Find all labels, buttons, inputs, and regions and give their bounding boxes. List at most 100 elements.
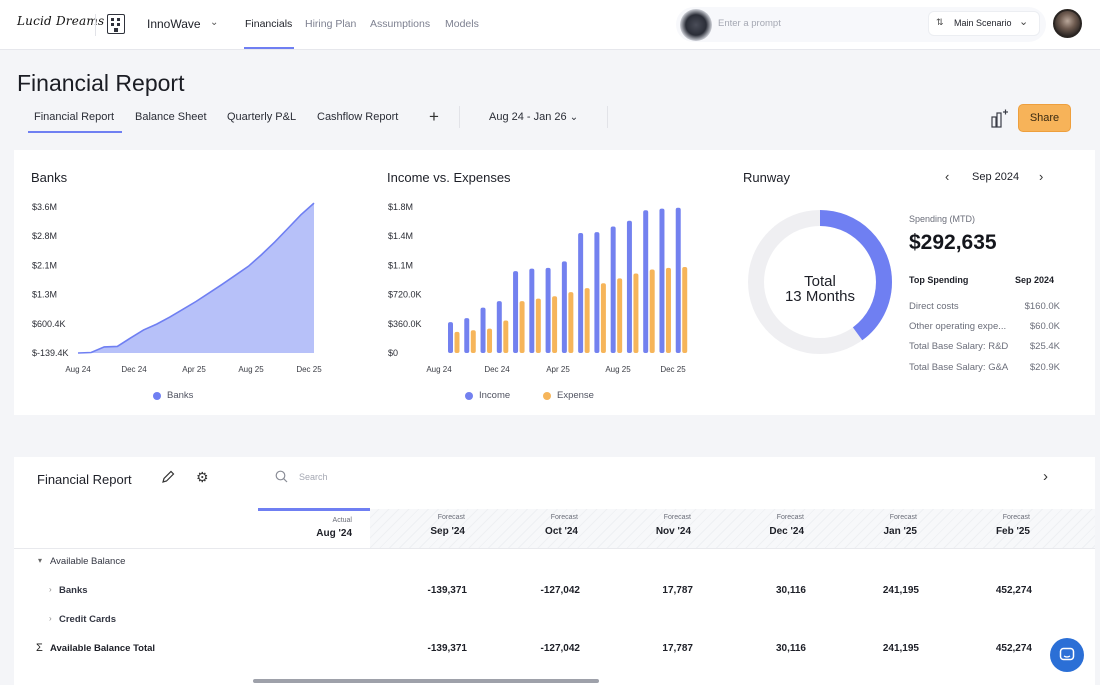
y-tick-label: $-139.4K	[32, 348, 69, 358]
top-bar: Lucid Dreams InnoWave ⌄ Financials Hirin…	[0, 0, 1100, 50]
spending-value: $292,635	[909, 231, 997, 254]
tab-quarterly-pl[interactable]: Quarterly P&L	[227, 111, 297, 123]
chevron-down-icon[interactable]: ⌄	[210, 17, 219, 28]
income-bar	[513, 271, 519, 353]
banks-line	[77, 202, 315, 354]
col-month[interactable]: Nov '24	[655, 526, 691, 537]
scenario-label: Main Scenario	[954, 18, 1012, 28]
edit-icon[interactable]	[161, 470, 175, 489]
next-page-icon[interactable]: ›	[1043, 468, 1048, 485]
expense-bar	[568, 292, 574, 353]
report-table: Financial Report ⚙ Search › Actual Aug '…	[14, 457, 1095, 685]
date-range-select[interactable]: Aug 24 - Jan 26 ⌄	[489, 111, 578, 123]
income-bar	[626, 220, 632, 353]
divider	[14, 548, 1095, 549]
add-chart-icon[interactable]	[991, 108, 1009, 133]
ai-orb-icon[interactable]	[680, 9, 712, 41]
nav-active-indicator	[244, 47, 294, 49]
expense-bar	[454, 331, 460, 353]
spending-item-label: Direct costs	[909, 301, 959, 312]
expense-bar	[665, 267, 671, 353]
table-title: Financial Report	[37, 472, 132, 487]
nav-models[interactable]: Models	[445, 18, 479, 30]
legend-label: Banks	[167, 390, 194, 401]
x-tick-label: Apr 25	[182, 365, 206, 374]
app-logo[interactable]: Lucid Dreams	[17, 14, 105, 28]
table-cell: 452,274	[995, 643, 1032, 654]
prompt-input[interactable]: Enter a prompt	[718, 18, 781, 29]
income-bar	[545, 267, 551, 353]
expense-bar	[584, 288, 590, 353]
y-tick-label: $1.1M	[388, 260, 413, 270]
col-month[interactable]: Oct '24	[545, 526, 578, 537]
row-label: Available Balance	[50, 556, 126, 567]
banks-area	[78, 203, 314, 353]
col-month[interactable]: Dec '24	[769, 526, 804, 537]
add-tab-button[interactable]: +	[429, 107, 439, 126]
spending-item-value: $160.0K	[1024, 301, 1060, 312]
expense-legend[interactable]: Expense	[543, 390, 594, 401]
chat-button[interactable]	[1050, 638, 1084, 672]
next-month-icon[interactable]: ›	[1039, 169, 1044, 184]
building-icon[interactable]	[107, 14, 125, 34]
nav-assumptions[interactable]: Assumptions	[370, 18, 431, 30]
runway-month: Sep 2024	[972, 171, 1020, 183]
avatar[interactable]	[1053, 9, 1082, 38]
col-month[interactable]: Feb '25	[995, 526, 1030, 537]
table-cell: -139,371	[427, 643, 467, 654]
spending-item-label: Other operating expe...	[909, 321, 1007, 332]
row-label: Credit Cards	[59, 614, 117, 625]
nav-financials[interactable]: Financials	[245, 18, 293, 30]
y-tick-label: $0	[388, 348, 398, 358]
collapse-icon[interactable]: ▾	[38, 556, 43, 565]
divider	[607, 106, 608, 128]
forecast-hatch	[370, 509, 1095, 548]
banks-chart-title: Banks	[31, 170, 68, 185]
table-cell: 241,195	[882, 585, 919, 596]
col-month[interactable]: Sep '24	[430, 526, 465, 537]
col-month[interactable]: Aug '24	[316, 528, 352, 539]
branch-icon: ⇅	[936, 17, 944, 27]
income-bar	[561, 261, 567, 353]
charts-panel	[14, 150, 1095, 415]
col-kind: Forecast	[776, 514, 804, 521]
scenario-select[interactable]: ⇅ Main Scenario ⌄	[928, 11, 1040, 36]
x-tick-label: Dec 24	[484, 365, 510, 374]
col-month[interactable]: Jan '25	[883, 526, 917, 537]
page-title: Financial Report	[17, 70, 185, 96]
col-kind: Forecast	[889, 514, 917, 521]
legend-label: Income	[479, 390, 511, 401]
prev-month-icon[interactable]: ‹	[945, 169, 950, 184]
expand-icon[interactable]: ›	[49, 585, 52, 594]
tab-balance-sheet[interactable]: Balance Sheet	[135, 111, 207, 123]
nav-hiring-plan[interactable]: Hiring Plan	[305, 18, 357, 30]
search-input[interactable]: Search	[299, 472, 328, 482]
y-tick-label: $2.8M	[32, 231, 57, 241]
income-legend[interactable]: Income	[465, 390, 510, 401]
banks-chart: $3.6M $2.8M $2.1M $1.3M $600.4K $-139.4K Aug 2…	[32, 202, 322, 374]
table-cell: 17,787	[662, 643, 693, 654]
table-cell: 30,116	[775, 643, 806, 654]
table-cell: -127,042	[540, 643, 580, 654]
y-tick-label: $1.4M	[388, 231, 413, 241]
income-bar	[496, 301, 502, 353]
col-kind: Forecast	[663, 514, 691, 521]
top-spending-month: Sep 2024	[1015, 275, 1055, 285]
share-button[interactable]: Share	[1018, 104, 1071, 132]
banks-legend[interactable]: Banks	[153, 390, 193, 401]
legend-label: Expense	[557, 390, 594, 401]
expense-bar	[535, 298, 541, 353]
expense-bar	[519, 301, 525, 353]
table-cell: 452,274	[995, 585, 1032, 596]
income-bar	[464, 318, 470, 353]
expense-bar	[600, 283, 606, 353]
income-expense-chart: $1.8M $1.4M $1.1M $720.0K $360.0K $0 Aug 24 Dec…	[388, 202, 688, 374]
tab-financial-report[interactable]: Financial Report	[34, 111, 115, 123]
row-label: Available Balance Total	[50, 643, 156, 654]
company-name[interactable]: InnoWave	[147, 17, 201, 31]
tab-cashflow-report[interactable]: Cashflow Report	[317, 111, 399, 123]
gear-icon[interactable]: ⚙	[196, 469, 209, 485]
horizontal-scrollbar[interactable]	[253, 679, 599, 683]
expand-icon[interactable]: ›	[49, 614, 52, 623]
income-bar	[448, 322, 453, 353]
